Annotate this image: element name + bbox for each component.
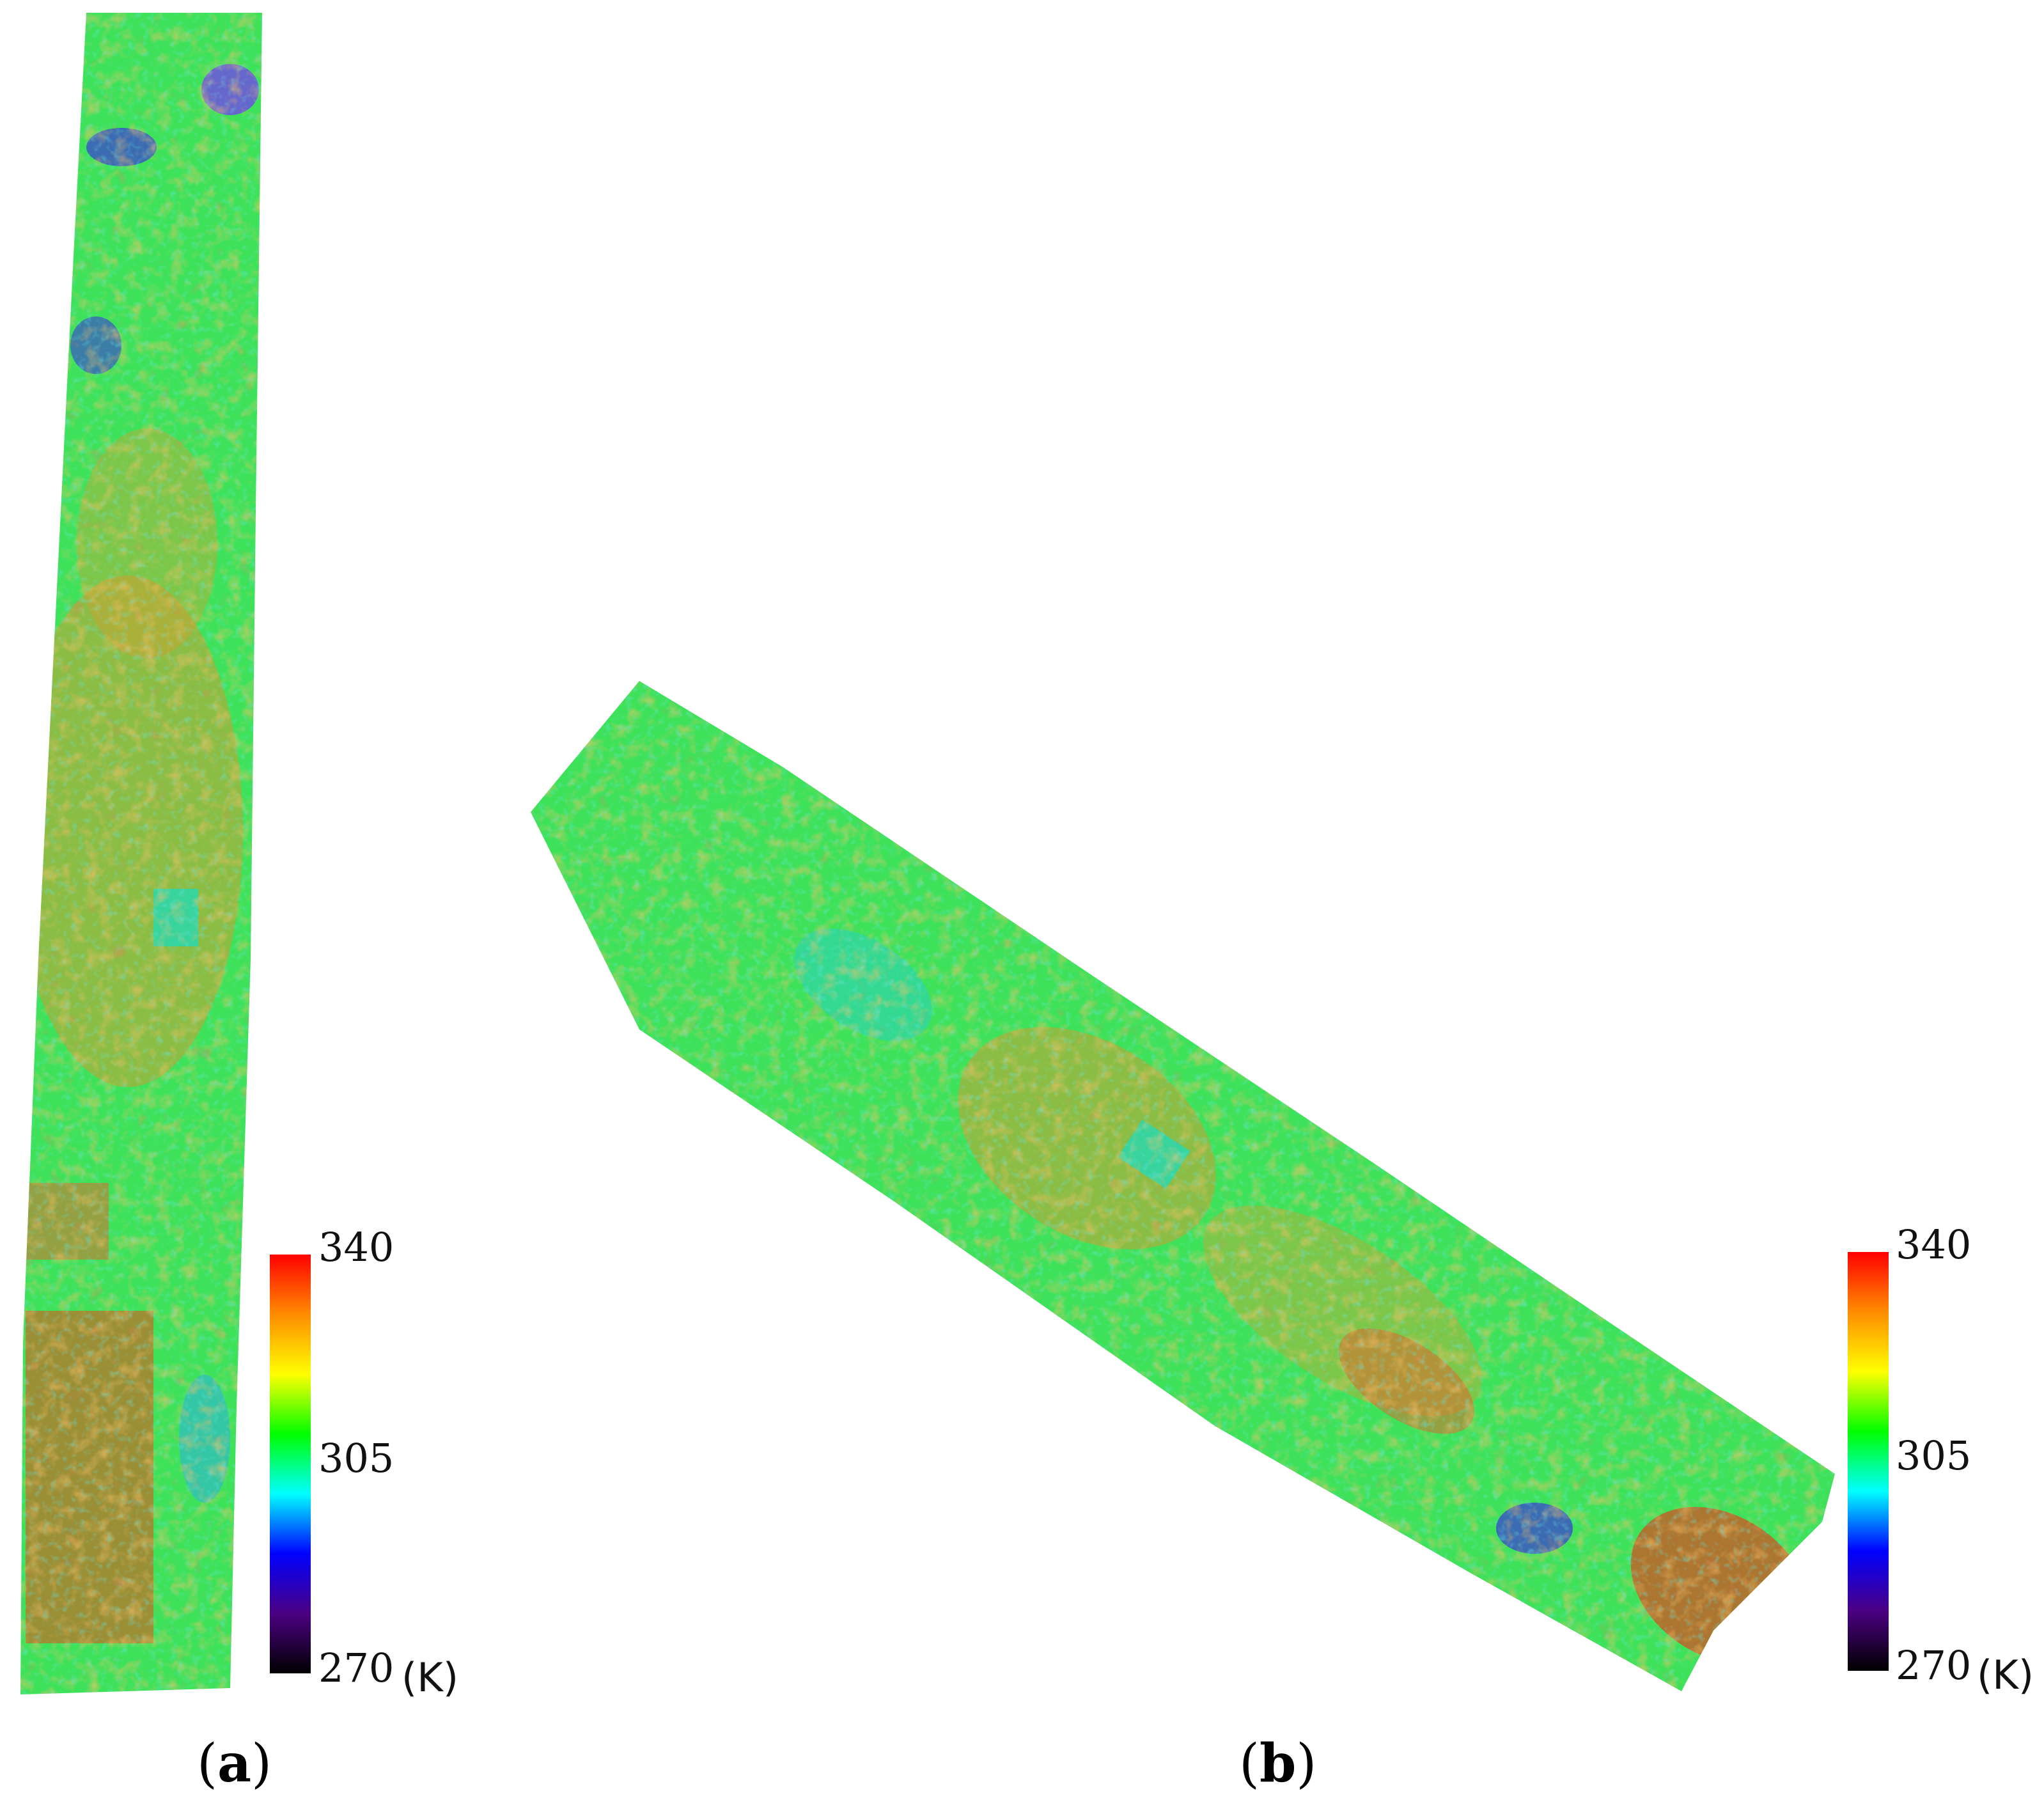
panel-label-a-open: ( [197, 1733, 217, 1794]
panel-label-b-open: ( [1239, 1733, 1260, 1794]
colorbar-b: 340 305 270 (K) [1848, 1221, 2034, 1698]
panel-label-a-close: ) [251, 1733, 272, 1794]
thermal-strip-a [20, 13, 262, 1694]
panel-label-b-close: ) [1296, 1733, 1317, 1794]
thermal-strip-b [531, 681, 1835, 1691]
colorbar-a: 340 305 270 (K) [270, 1224, 458, 1701]
colorbar-b-min-label: 270 [1896, 1642, 1971, 1689]
panel-label-b: (b) [1239, 1733, 1316, 1794]
panel-label-a: (a) [197, 1733, 272, 1794]
colorbar-b-max-label: 340 [1896, 1221, 1971, 1268]
colorbar-b-unit-label: (K) [1977, 1652, 2034, 1698]
panel-label-b-letter: b [1260, 1733, 1297, 1794]
colorbar-b-mid-label: 305 [1896, 1432, 1971, 1479]
strip-a-texture-cold [20, 13, 262, 1694]
colorbar-a-min-label: 270 [318, 1645, 394, 1691]
colorbar-a-gradient [270, 1255, 311, 1673]
colorbar-a-mid-label: 305 [318, 1435, 394, 1482]
colorbar-a-unit-label: (K) [402, 1654, 458, 1701]
colorbar-a-max-label: 340 [318, 1224, 394, 1271]
colorbar-b-gradient [1848, 1252, 1889, 1671]
panel-label-a-letter: a [217, 1733, 252, 1794]
strip-b-texture-cold [531, 681, 1835, 1691]
